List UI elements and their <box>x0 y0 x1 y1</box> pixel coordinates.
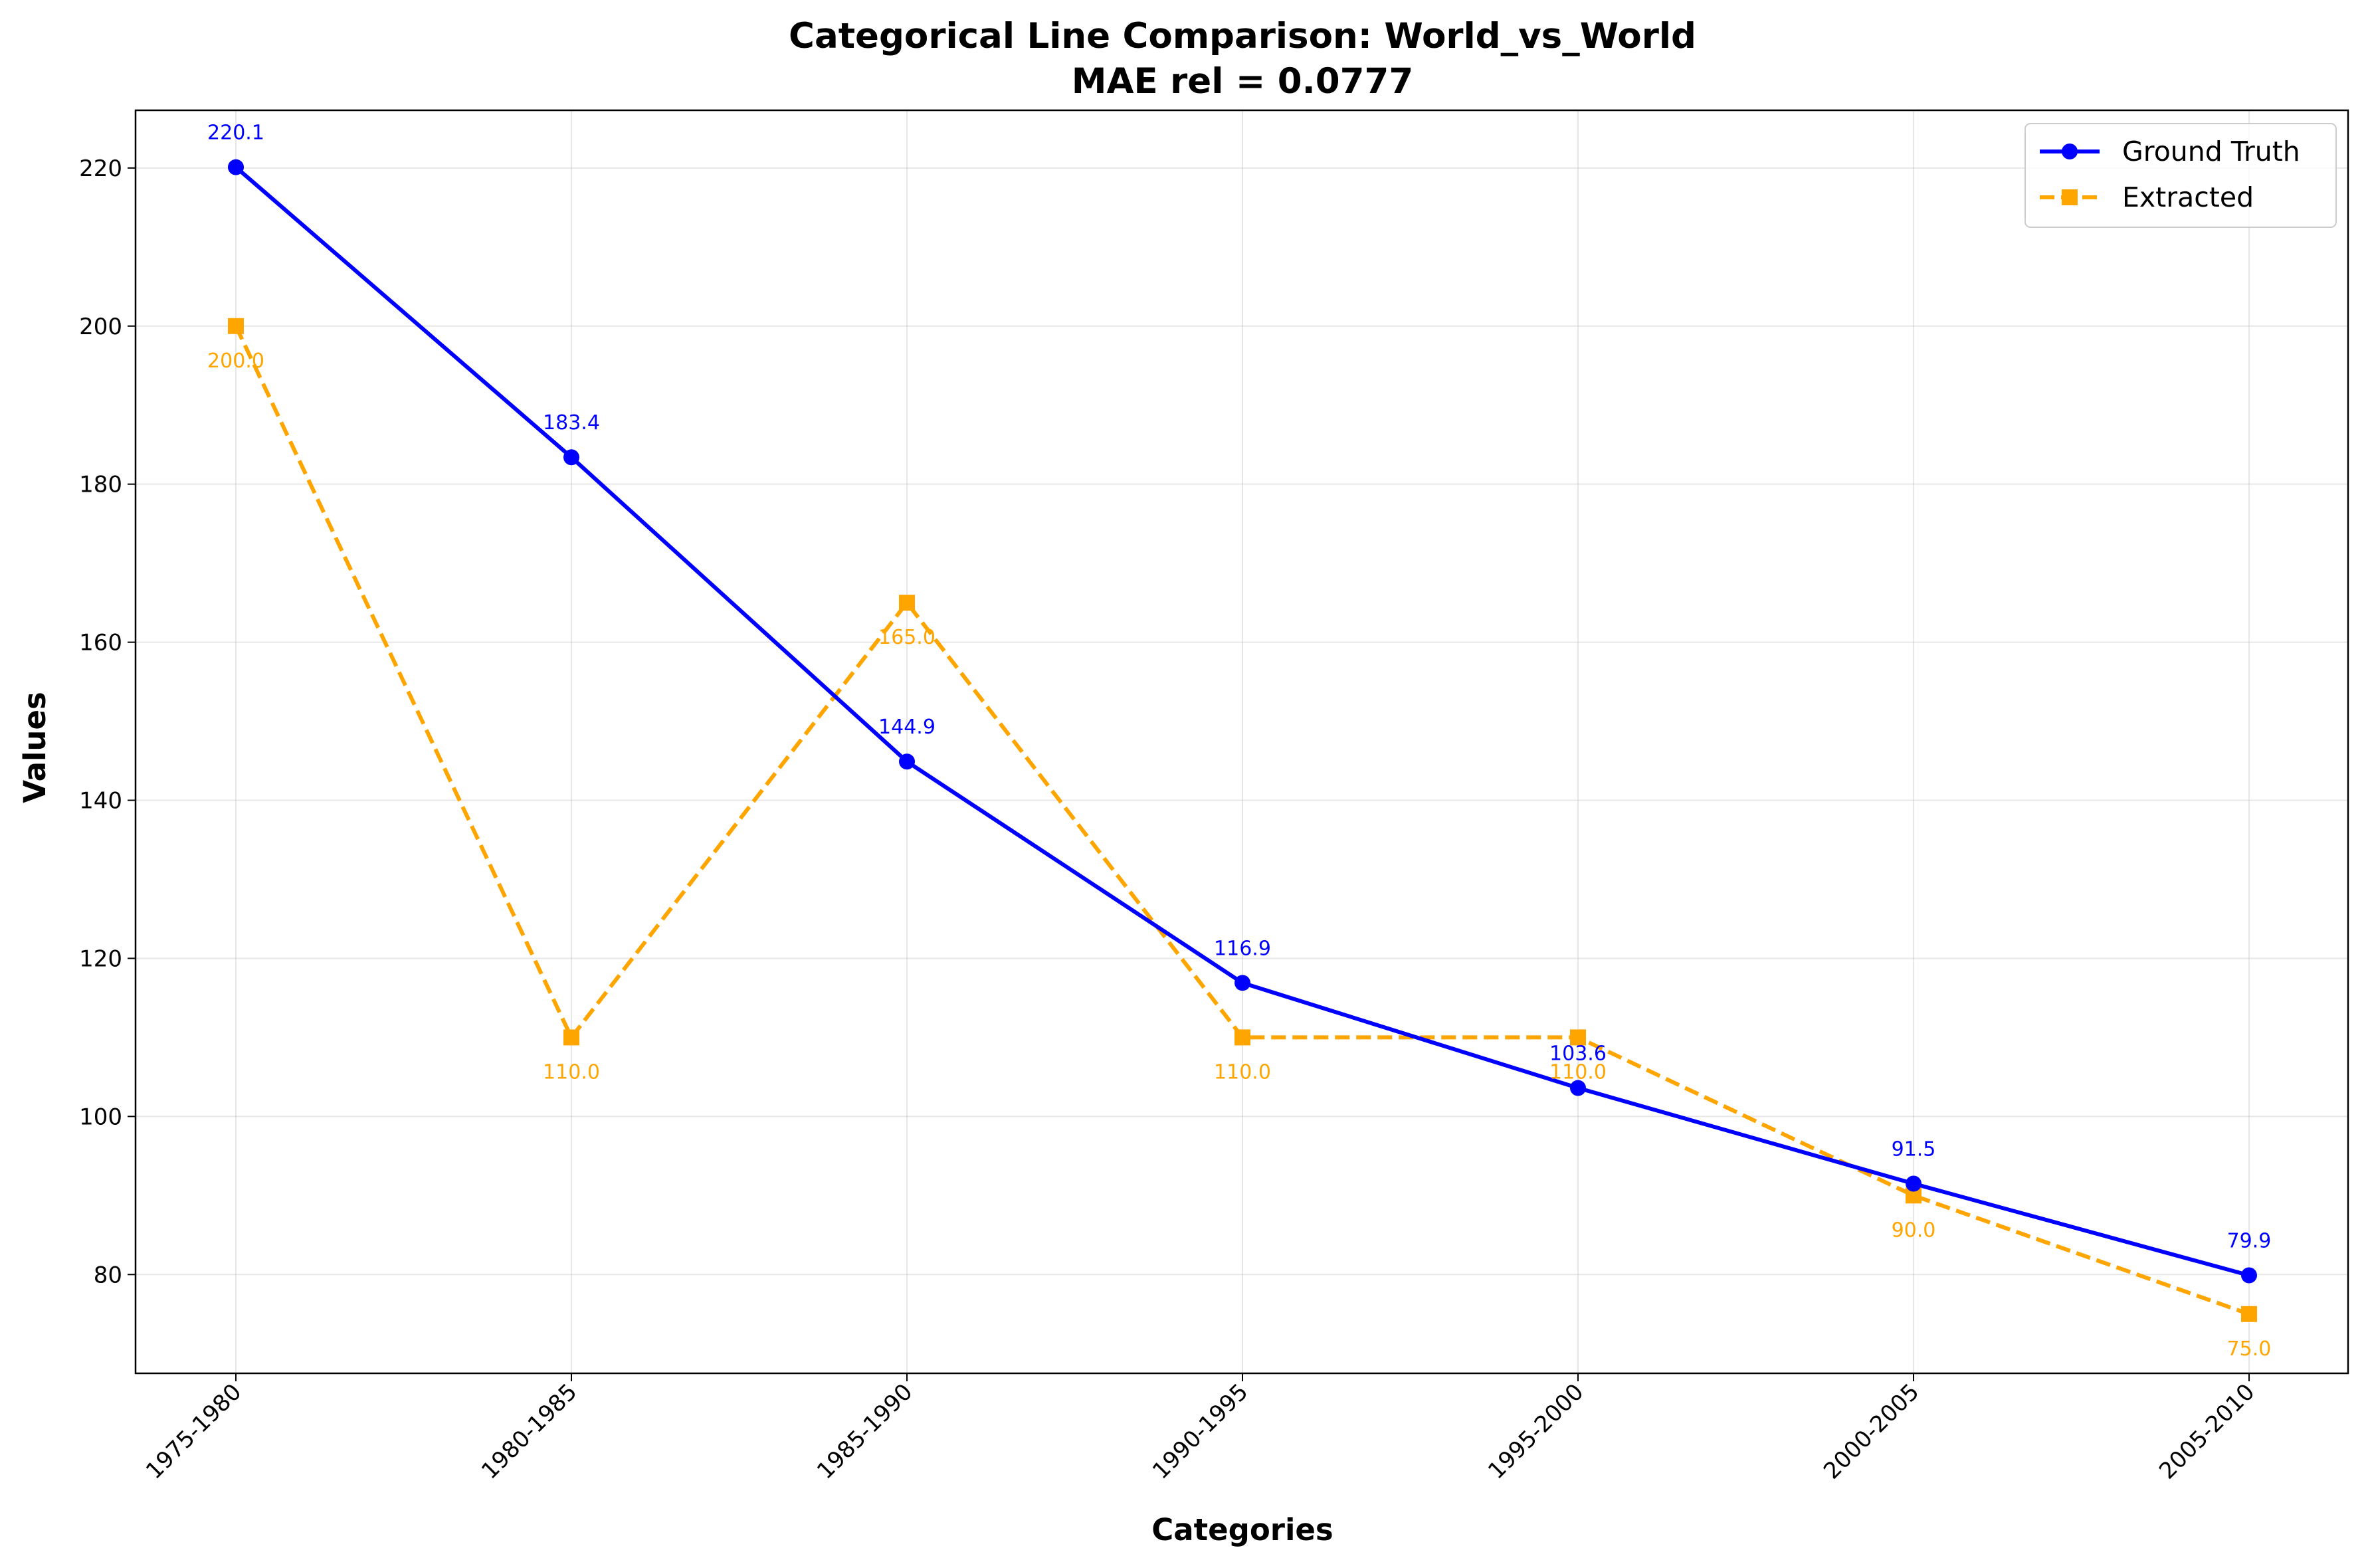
data-point <box>899 595 915 611</box>
data-label: 110.0 <box>1214 1060 1271 1084</box>
data-point <box>228 318 244 334</box>
legend-label: Extracted <box>2122 181 2254 213</box>
data-label: 90.0 <box>1892 1219 1936 1242</box>
y-tick-label: 160 <box>79 630 122 656</box>
data-label: 183.4 <box>543 411 600 435</box>
data-point <box>1570 1029 1586 1046</box>
data-point <box>1234 975 1250 991</box>
data-point <box>1906 1175 1922 1192</box>
chart-subtitle: MAE rel = 0.0777 <box>1072 61 1414 102</box>
y-tick-label: 220 <box>79 155 122 182</box>
y-tick-label: 120 <box>79 945 122 972</box>
data-point <box>2241 1306 2257 1322</box>
data-label: 75.0 <box>2227 1337 2272 1361</box>
data-label: 79.9 <box>2227 1229 2272 1252</box>
data-point <box>1234 1029 1250 1046</box>
legend-marker <box>2062 189 2078 205</box>
data-label: 220.1 <box>207 122 264 145</box>
data-point <box>1570 1080 1586 1096</box>
data-point <box>2241 1267 2257 1284</box>
x-axis-label: Categories <box>1151 1512 1333 1547</box>
data-label: 165.0 <box>878 626 936 649</box>
data-point <box>228 159 244 175</box>
data-label: 200.0 <box>207 349 264 373</box>
legend-marker <box>2062 144 2078 159</box>
data-label: 116.9 <box>1214 937 1271 960</box>
data-point <box>899 753 915 770</box>
y-tick-label: 200 <box>79 314 122 340</box>
data-point <box>563 1029 579 1046</box>
data-label: 144.9 <box>878 716 936 739</box>
data-label: 110.0 <box>1549 1060 1607 1084</box>
y-tick-label: 140 <box>79 788 122 815</box>
data-point <box>563 449 579 466</box>
y-tick-label: 80 <box>94 1262 122 1288</box>
legend: Ground Truth Extracted <box>2024 123 2337 228</box>
data-label: 103.6 <box>1549 1042 1607 1066</box>
chart-title: Categorical Line Comparison: World_vs_Wo… <box>789 16 1696 56</box>
legend-box <box>2024 123 2337 228</box>
legend-label: Ground Truth <box>2122 136 2300 167</box>
y-tick-label: 100 <box>79 1104 122 1130</box>
series-layer <box>228 159 2257 1322</box>
y-axis-label: Values <box>17 692 52 803</box>
data-label: 110.0 <box>543 1060 600 1084</box>
grid <box>136 110 2348 1373</box>
data-labels: 200.0 110.0 165.0 110.0 110.0 90.0 75.0 220.1 18… <box>207 122 2271 1361</box>
y-tick-label: 180 <box>79 472 122 498</box>
data-label: 91.5 <box>1892 1137 1936 1161</box>
y-axis-ticks: 80 100 120 140 160 180 200 220 <box>79 155 136 1288</box>
